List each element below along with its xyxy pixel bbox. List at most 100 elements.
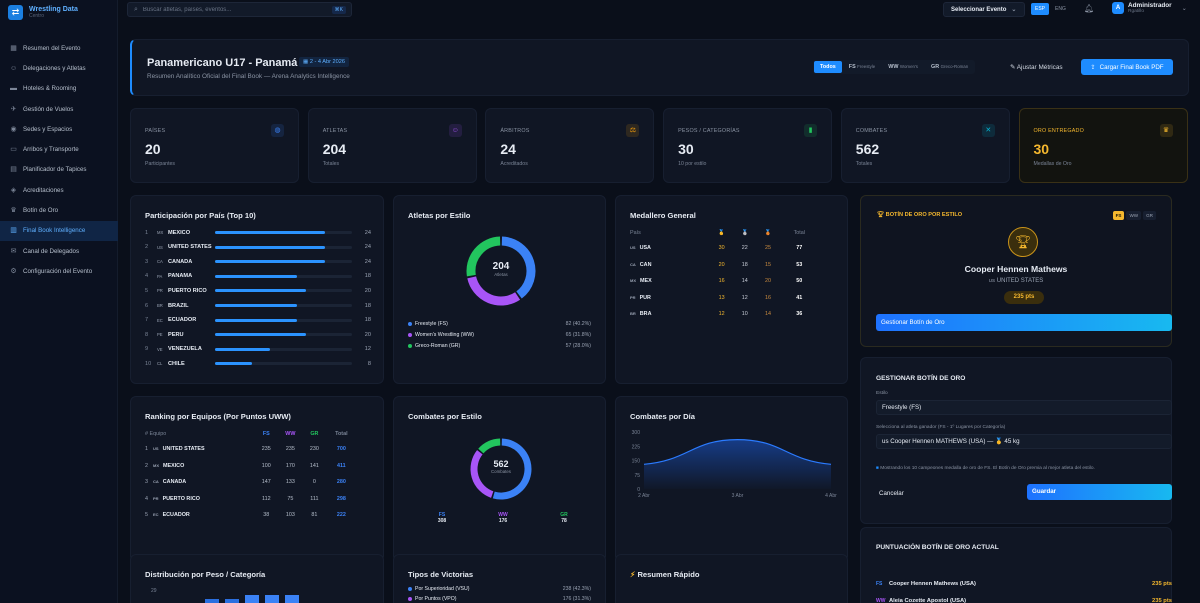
cancel-button[interactable]: Cancelar <box>879 490 904 497</box>
stat-subtitle: Totales <box>855 161 873 167</box>
points-cell: 38 <box>263 512 270 519</box>
legend-value: 65 (31.8%) <box>565 332 591 338</box>
table-row[interactable]: US USA 30 22 25 77 <box>630 240 819 257</box>
column-header: GR <box>310 431 319 437</box>
sidebar-item-label: Delegaciones y Atletas <box>23 64 86 72</box>
weight-bar <box>265 595 279 603</box>
search-input[interactable] <box>142 6 313 13</box>
book-icon: ▥ <box>10 227 17 235</box>
manage-golden-boot-button[interactable]: Gestionar Botín de Oro <box>876 314 1172 331</box>
sidebar-item-label: Botín de Oro <box>23 207 59 215</box>
list-item: FS Cooper Hennen Mathews (USA) 235 pts <box>876 579 1172 589</box>
brand[interactable]: ⇄ Wrestling Data Centro <box>8 5 78 20</box>
sidebar-item-4[interactable]: ◉ Sedes y Espacios <box>0 119 118 139</box>
athletes-donut-chart <box>466 236 536 306</box>
table-row[interactable]: 3 CA CANADA 147 133 0 280 <box>145 474 357 491</box>
table-row[interactable]: MX MEX 16 14 20 50 <box>630 273 819 290</box>
country-code: PR <box>630 294 636 300</box>
table-row[interactable]: 1 US UNITED STATES 235 235 230 700 <box>145 441 357 458</box>
style-value: 78 <box>561 518 567 524</box>
stat-card: ORO ENTREGADO 30 Medallas de Oro ♛ <box>1018 108 1188 183</box>
rank: 3 <box>145 479 148 486</box>
legend-item: Women's Wrestling (WW) 65 (31.8%) <box>408 332 591 338</box>
user-menu[interactable]: A Administrador Rgatillo ⌄ <box>1112 2 1187 14</box>
sidebar-item-9[interactable]: ▥ Final Book Intelligence <box>0 220 118 241</box>
legend-dot <box>408 322 412 326</box>
winner-select[interactable]: us Cooper Hennen MATHEWS (USA) — 🥇 45 kg <box>876 434 1172 449</box>
sidebar-item-3[interactable]: ✈ Gestión de Vuelos <box>0 99 118 119</box>
donut-total: 562 <box>493 459 509 469</box>
medal-count: 16 <box>718 278 725 285</box>
points-cell: 0 <box>312 479 316 486</box>
sidebar-item-2[interactable]: ▬ Hoteles & Rooming <box>0 79 118 99</box>
legend-label: Greco-Roman (GR) <box>415 343 461 349</box>
rank: 1 <box>145 229 149 236</box>
sidebar-item-6[interactable]: ▤ Planificador de Tapices <box>0 160 118 180</box>
medal-table: País 🥇 🥈 🥉 Total US USA 30 22 25 77 CA CAN 20 18 15 53 MX… <box>630 226 819 323</box>
table-row[interactable]: PR PUR 13 12 16 41 <box>630 290 819 307</box>
table-row[interactable]: BR BRA 12 10 14 36 <box>630 306 819 323</box>
filter-ww[interactable]: WW Women's <box>882 61 924 73</box>
country-code: PE <box>157 332 163 338</box>
medal-count: 12 <box>718 311 725 318</box>
globe-icon: ◍ <box>271 124 284 137</box>
save-button[interactable]: Guardar <box>1027 484 1172 500</box>
card-title: Participación por País (Top 10) <box>145 211 256 220</box>
progress-fill <box>215 231 325 234</box>
progress-fill <box>215 347 270 351</box>
card-title: Combates por Estilo <box>408 412 482 421</box>
sidebar-item-7[interactable]: ◈ Acreditaciones <box>0 180 118 200</box>
list-item: 2 US UNITED STATES 24 <box>145 243 371 252</box>
country-code: PA <box>157 273 163 279</box>
tab-ww[interactable]: WW <box>1126 211 1142 220</box>
logo-icon: ⇄ <box>8 5 23 20</box>
sidebar-item-11[interactable]: ⚙ Configuración del Evento <box>0 261 118 281</box>
country-code: CA <box>157 259 163 265</box>
grid-icon: ▦ <box>10 44 17 52</box>
upload-pdf-button[interactable]: ⇪ Cargar Final Book PDF <box>1081 59 1173 75</box>
filter-gr[interactable]: GR Greco-Roman <box>925 61 974 73</box>
medal-count: 77 <box>796 245 803 252</box>
filter-label: FS <box>848 64 856 70</box>
page-title: Panamericano U17 - Panamá <box>147 57 298 69</box>
column-header: 🥉 <box>764 230 772 236</box>
table-row[interactable]: 2 MX MEXICO 100 170 141 411 <box>145 458 357 475</box>
country-code: EC <box>157 317 163 323</box>
event-select[interactable]: Seleccionar Evento ⌄ <box>943 2 1025 17</box>
legend-item: Greco-Roman (GR) 57 (28.0%) <box>408 343 591 349</box>
points-cell: 112 <box>261 495 271 502</box>
medal-count: 16 <box>765 294 771 301</box>
sidebar-item-10[interactable]: ✉ Canal de Delegados <box>0 241 118 261</box>
stat-subtitle: Totales <box>322 161 340 167</box>
filter-fs[interactable]: FS Freestyle <box>843 61 881 73</box>
sidebar-item-8[interactable]: ♛ Botín de Oro <box>0 200 118 220</box>
count: 18 <box>364 302 371 309</box>
medal-count: 53 <box>796 261 803 268</box>
sidebar-item-5[interactable]: ▭ Arribos y Transporte <box>0 139 118 159</box>
chevron-down-icon: ⌄ <box>1011 7 1017 13</box>
legend-dot <box>408 333 412 337</box>
rank: 2 <box>145 462 148 469</box>
style-select[interactable]: Freestyle (FS) <box>876 400 1172 415</box>
filter-sublabel: Freestyle <box>857 64 876 69</box>
donut-segment-1 <box>467 276 521 306</box>
team-cell: 3 CA CANADA <box>145 474 255 491</box>
points-cell: 235 <box>261 446 271 453</box>
tab-fs[interactable]: FS <box>1112 211 1125 220</box>
rank: 10 <box>145 360 152 367</box>
sidebar-item-0[interactable]: ▦ Resumen del Evento <box>0 38 118 58</box>
filter-todos[interactable]: Todos <box>814 61 842 73</box>
stat-card: COMBATES 562 Totales ✕ <box>840 108 1010 183</box>
lang-esp-button[interactable]: ESP <box>1031 3 1050 15</box>
adjust-metrics-button[interactable]: ✎ Ajustar Métricas <box>1010 63 1063 71</box>
table-row[interactable]: 5 EC ECUADOR 38 103 81 222 <box>145 507 357 524</box>
lang-eng-button[interactable]: ENG <box>1055 6 1066 12</box>
table-row[interactable]: CA CAN 20 18 15 53 <box>630 257 819 274</box>
table-row[interactable]: 4 PR PUERTO RICO 112 75 111 298 <box>145 491 357 508</box>
area-fill <box>644 439 831 489</box>
tab-gr[interactable]: GR <box>1143 211 1156 220</box>
sidebar-item-1[interactable]: ☺ Delegaciones y Atletas <box>0 58 118 78</box>
search-box[interactable]: ⌕ ⌘K <box>127 2 352 17</box>
country-code: MX <box>153 462 159 468</box>
bell-icon[interactable]: 🔔︎ <box>1084 4 1095 13</box>
